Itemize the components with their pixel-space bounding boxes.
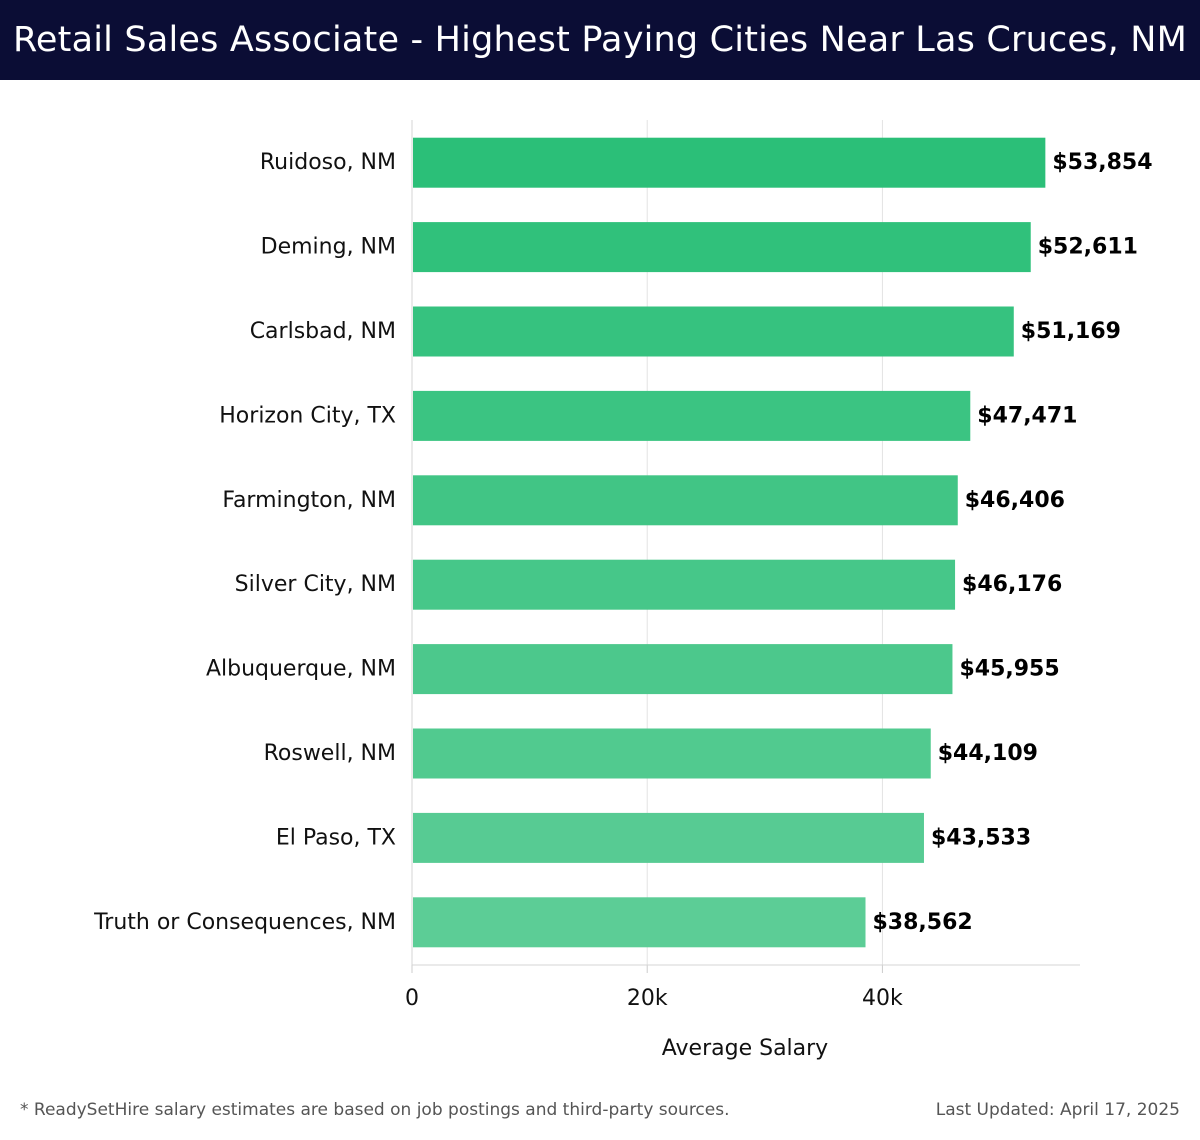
category-label: Horizon City, TX: [219, 403, 396, 428]
bar: [413, 222, 1031, 273]
bar: [413, 137, 1046, 188]
bar: [413, 390, 971, 441]
bar: [413, 475, 958, 526]
bar: [413, 644, 953, 695]
last-updated: Last Updated: April 17, 2025: [935, 1100, 1180, 1120]
chart-header: Retail Sales Associate - Highest Paying …: [0, 0, 1200, 80]
category-label: Farmington, NM: [222, 488, 396, 513]
value-label: $44,109: [938, 741, 1038, 766]
value-label: $46,176: [962, 572, 1062, 597]
x-axis: 0 20k 40k: [405, 120, 1080, 1011]
salary-bar-chart: Ruidoso, NM Deming, NM Carlsbad, NM Horizon…: [93, 120, 1153, 1061]
x-axis-title: Average Salary: [662, 1036, 828, 1061]
bar: [413, 728, 931, 779]
bar: [413, 306, 1014, 357]
bar: [413, 897, 866, 948]
value-label: $43,533: [931, 825, 1031, 850]
bar: [413, 812, 924, 863]
x-tick-label: 40k: [862, 986, 903, 1011]
value-label: $52,611: [1038, 235, 1138, 260]
value-label: $51,169: [1021, 319, 1121, 344]
category-label: Deming, NM: [261, 235, 396, 260]
category-labels: Ruidoso, NM Deming, NM Carlsbad, NM Horizon…: [93, 150, 396, 935]
category-label: Ruidoso, NM: [260, 150, 396, 175]
chart-title: Retail Sales Associate - Highest Paying …: [12, 20, 1188, 60]
category-label: Truth or Consequences, NM: [93, 910, 396, 935]
category-label: Albuquerque, NM: [206, 657, 396, 682]
value-label: $46,406: [965, 488, 1065, 513]
value-label: $38,562: [873, 910, 973, 935]
value-label: $53,854: [1052, 150, 1152, 175]
value-labels: $53,854 $52,611 $51,169 $47,471 $46,406 $46,1…: [873, 150, 1153, 935]
x-tick-label: 0: [405, 986, 419, 1011]
x-tick-label: 20k: [627, 986, 668, 1011]
value-label: $45,955: [959, 657, 1059, 682]
value-label: $47,471: [977, 403, 1077, 428]
category-label: Carlsbad, NM: [250, 319, 396, 344]
category-label: El Paso, TX: [276, 825, 396, 850]
category-label: Silver City, NM: [235, 572, 396, 597]
bar: [413, 559, 956, 610]
bars: [413, 137, 1046, 948]
footnote: * ReadySetHire salary estimates are base…: [20, 1100, 730, 1120]
category-label: Roswell, NM: [264, 741, 396, 766]
